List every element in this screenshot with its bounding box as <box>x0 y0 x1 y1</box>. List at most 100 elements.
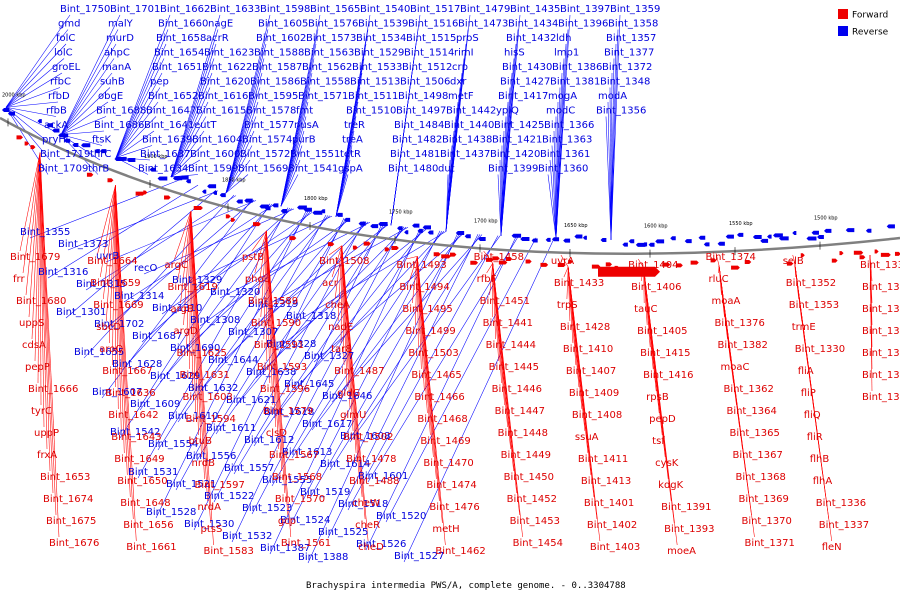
reverse-gene-label-bint-1540: Bint_1540 <box>360 4 410 15</box>
reverse-gene-label-hiss: hisS <box>504 48 525 59</box>
forward-gene-label-bint-1636: Bint_1636 <box>105 388 155 399</box>
forward-gene-label-bint-1470: Bint_1470 <box>423 458 473 469</box>
forward-gene-label-bint-1449: Bint_1449 <box>501 450 551 461</box>
reverse-gene-label-bint-1586: Bint_1586 <box>250 77 300 88</box>
forward-gene-label-flen: fleN <box>822 542 842 553</box>
reverse-gene-label-bint-1539: Bint_1539 <box>358 19 408 30</box>
reverse-gene-arrow <box>404 230 409 235</box>
forward-connector <box>39 152 42 406</box>
reverse-connector <box>280 159 301 207</box>
forward-gene-label-bint-1445: Bint_1445 <box>489 362 539 373</box>
forward-gene-arrow <box>449 252 457 257</box>
reverse-gene-arrow <box>811 230 819 235</box>
forward-gene-label-bint-1650: Bint_1650 <box>117 476 167 487</box>
reverse-gene-label-bint-1576: Bint_1576 <box>308 19 358 30</box>
forward-gene-label-cher: cheR <box>355 520 380 531</box>
forward-gene-label-btub: btuB <box>189 436 213 447</box>
forward-gene-label-bint-1408: Bint_1408 <box>572 410 622 421</box>
reverse-connector <box>225 29 269 194</box>
forward-gene-label-bint-1680: Bint_1680 <box>16 296 66 307</box>
reverse-gene-label-trer: treR <box>344 120 365 131</box>
reverse-gene-label-bint-1519: Bint_1519 <box>300 487 350 498</box>
reverse-connector <box>157 211 309 451</box>
reverse-gene-label-bint-1372: Bint_1372 <box>602 62 652 73</box>
forward-connector <box>869 255 873 392</box>
reverse-gene-label-bint-1434: Bint_1434 <box>508 19 558 30</box>
forward-gene-arrow <box>30 145 36 150</box>
reverse-gene-label-dut: dut <box>438 164 455 175</box>
reverse-gene-label-bint-1607: Bint_1607 <box>92 387 142 398</box>
forward-gene-label-ptss: ptsS <box>201 524 223 535</box>
forward-gene-label-bint-1494: Bint_1494 <box>399 282 449 293</box>
reverse-gene-label-bint-1542: Bint_1542 <box>110 427 160 438</box>
forward-gene-label-flip: fliP <box>801 388 816 399</box>
reverse-gene-label-bint-1652: Bint_1652 <box>148 91 198 102</box>
reverse-connector <box>547 174 557 239</box>
reverse-connector <box>609 87 612 240</box>
reverse-gene-label-bint-1605: Bint_1605 <box>258 19 308 30</box>
forward-gene-label-frxa: frxA <box>37 450 57 461</box>
forward-connector <box>186 211 192 348</box>
forward-gene-label-bint-1454: Bint_1454 <box>513 538 563 549</box>
reverse-gene-label-bint-1662: Bint_1662 <box>160 4 210 15</box>
forward-connector <box>792 254 795 262</box>
reverse-gene-label-bint-1386: Bint_1386 <box>552 62 602 73</box>
reverse-gene-label-bint-1517: Bint_1517 <box>410 4 460 15</box>
reverse-connector <box>161 212 313 315</box>
reverse-connector <box>335 159 351 217</box>
forward-connector <box>412 256 418 304</box>
forward-connector <box>643 267 678 546</box>
forward-gene-label-ssua: ssuA <box>575 432 599 443</box>
forward-gene-label-bint-1416: Bint_1416 <box>643 370 693 381</box>
reverse-connector <box>331 234 483 403</box>
reverse-connector <box>103 199 255 331</box>
forward-gene-label-pepd: pepD <box>649 414 676 425</box>
forward-connector <box>331 245 343 278</box>
reverse-gene-arrow <box>845 228 855 233</box>
reverse-gene-label-bint-1621: Bint_1621 <box>226 395 276 406</box>
reverse-gene-arrow <box>574 234 583 239</box>
reverse-gene-arrow <box>582 235 587 240</box>
reverse-connector <box>225 116 257 194</box>
reverse-connector <box>101 199 253 399</box>
reverse-connector <box>67 190 219 251</box>
reverse-gene-label-bint-1616: Bint_1616 <box>198 91 248 102</box>
reverse-gene-arrow <box>773 233 783 238</box>
reverse-connector <box>170 101 209 178</box>
reverse-gene-label-bint-1348: Bint_1348 <box>600 77 650 88</box>
reverse-gene-label-bint-1482: Bint_1482 <box>392 135 442 146</box>
forward-gene-label-bint-1458: Bint_1458 <box>474 252 524 263</box>
reverse-gene-label-bint-1357: Bint_1357 <box>606 33 656 44</box>
reverse-gene-arrow <box>358 221 366 226</box>
reverse-gene-label-bint-1617: Bint_1617 <box>302 419 352 430</box>
forward-gene-arrow <box>859 255 866 260</box>
reverse-gene-label-bint-1615: Bint_1615 <box>196 106 246 117</box>
reverse-gene-arrow <box>157 176 168 181</box>
forward-gene-label-bint-1488: Bint_1488 <box>349 476 399 487</box>
reverse-gene-label-bint-1565: Bint_1565 <box>310 4 360 15</box>
forward-connector <box>341 245 369 542</box>
forward-connector <box>492 263 496 340</box>
reverse-connector <box>311 232 463 431</box>
scale-tick-label: 1800 kbp <box>304 196 328 202</box>
forward-connector <box>415 256 418 326</box>
forward-connector <box>566 266 569 300</box>
reverse-gene-label-bint-1701: Bint_1701 <box>110 4 160 15</box>
forward-gene-label-bint-1667: Bint_1667 <box>102 366 152 377</box>
forward-connector <box>108 185 116 344</box>
reverse-gene-label-bint-1421: Bint_1421 <box>492 135 542 146</box>
forward-gene-label-tauc: tauC <box>634 304 657 315</box>
forward-gene-label-chew: cheW <box>352 498 380 509</box>
reverse-connector <box>181 215 333 287</box>
reverse-gene-arrow <box>817 234 824 239</box>
forward-gene-label-bint-1433: Bint_1433 <box>554 278 604 289</box>
reverse-gene-label-bint-1529: Bint_1529 <box>354 48 404 59</box>
scale-tick-label: 1550 kbp <box>729 221 753 227</box>
forward-gene-label-tar8: tar8 <box>331 344 352 355</box>
reverse-gene-arrow <box>303 207 312 212</box>
reverse-gene-arrow <box>312 210 323 215</box>
forward-gene-label-bint-1371: Bint_1371 <box>744 538 794 549</box>
forward-gene-label-bint-1495: Bint_1495 <box>402 304 452 315</box>
forward-gene-label-bint-1451: Bint_1451 <box>480 296 530 307</box>
reverse-gene-arrow <box>236 199 243 204</box>
